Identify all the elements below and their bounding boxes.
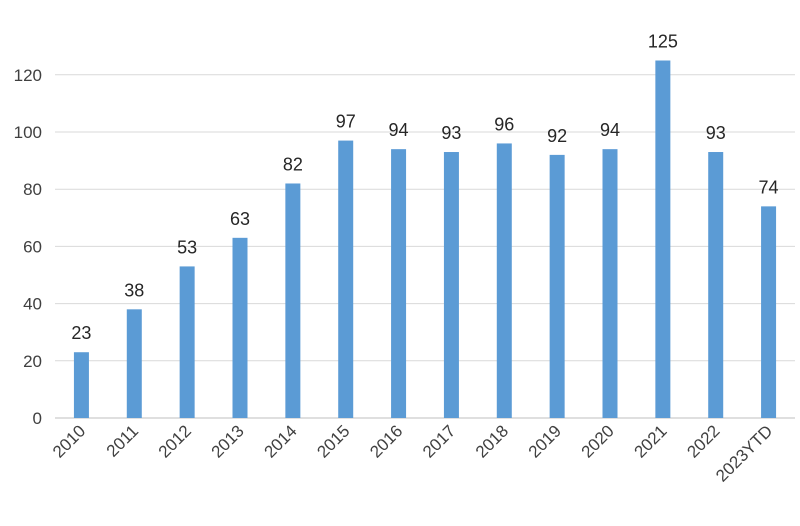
x-tick-label: 2013 (208, 421, 248, 461)
bar (338, 140, 354, 418)
y-tick-label: 60 (23, 237, 42, 256)
bar (126, 309, 142, 418)
bar (73, 352, 89, 418)
x-tick-label: 2019 (525, 421, 565, 461)
bar (496, 143, 512, 418)
data-label: 94 (389, 120, 409, 140)
data-label: 96 (494, 114, 514, 134)
x-axis-tick-labels: 2010 2011 2012 2013 2014 2015 2016 2017 2018 2019… (49, 421, 776, 485)
data-label: 93 (706, 123, 726, 143)
x-tick-label: 2021 (631, 421, 671, 461)
bar (391, 149, 407, 418)
bar (655, 60, 671, 418)
bars (73, 60, 777, 418)
y-axis-tick-labels: 0 20 40 60 80 100 120 (14, 66, 42, 428)
bar (443, 152, 459, 418)
y-tick-label: 40 (23, 295, 42, 314)
data-label: 125 (648, 32, 678, 52)
data-label: 82 (283, 154, 303, 174)
y-tick-label: 0 (33, 409, 42, 428)
x-tick-label: 2020 (578, 421, 618, 461)
gridlines (55, 74, 795, 419)
x-tick-label: 2016 (366, 421, 406, 461)
x-tick-label: 2012 (155, 421, 195, 461)
x-tick-label: 2018 (472, 421, 512, 461)
bar (549, 154, 565, 418)
data-label: 38 (124, 280, 144, 300)
x-tick-label: 2014 (261, 421, 301, 461)
x-tick-label: 2017 (419, 421, 459, 461)
data-label: 97 (336, 112, 356, 132)
x-tick-label: 2010 (49, 421, 89, 461)
y-tick-label: 120 (14, 66, 42, 85)
data-label: 93 (441, 123, 461, 143)
data-label: 94 (600, 120, 620, 140)
data-label: 53 (177, 237, 197, 257)
bar (708, 152, 724, 418)
bar (285, 183, 301, 418)
data-label: 63 (230, 209, 250, 229)
data-label: 74 (759, 177, 779, 197)
x-tick-label: 2011 (103, 421, 142, 460)
data-label: 23 (71, 323, 91, 343)
x-tick-label: 2022 (683, 421, 723, 461)
y-tick-label: 20 (23, 352, 42, 371)
bar (232, 237, 248, 418)
bar (761, 206, 777, 418)
y-tick-label: 80 (23, 180, 42, 199)
bar (602, 149, 618, 418)
data-labels: 23 38 53 63 82 97 94 93 96 92 94 125 93 74 (71, 32, 778, 344)
bar (179, 266, 195, 418)
x-tick-label: 2023YTD (712, 421, 776, 485)
y-tick-label: 100 (14, 123, 42, 142)
x-tick-label: 2015 (313, 421, 353, 461)
data-label: 92 (547, 126, 567, 146)
